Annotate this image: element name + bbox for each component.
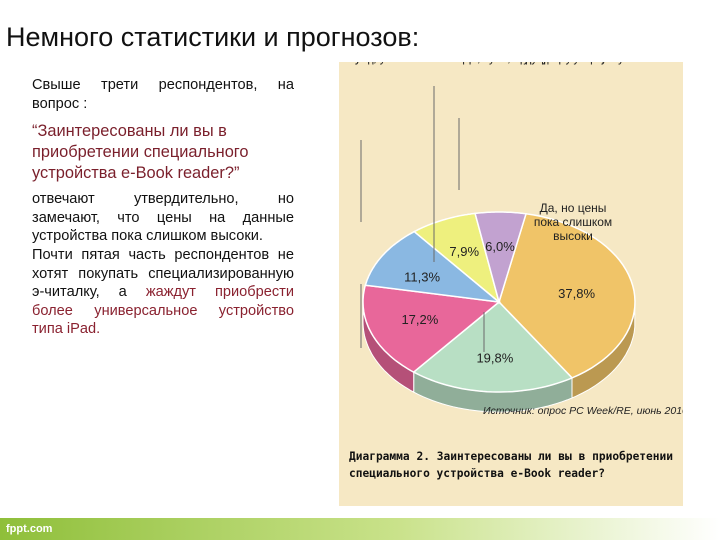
paragraph-2-start: Почти пятая часть респондентов не хотят … <box>32 246 294 301</box>
callout-top-right-line-0: Да, я планирую такую покупку <box>463 62 624 65</box>
callout-top-left-line-2: такое <box>355 62 385 65</box>
slice-value-label-1: 19,8% <box>476 351 513 366</box>
body-text: Свыше трети респондентов, на вопрос : “З… <box>32 76 294 339</box>
chart-source: Источник: опрос PC Week/RE, июнь 2010 г. <box>483 405 683 417</box>
callout-inner-line-1: пока слишком <box>534 215 612 229</box>
pie-slice-5 <box>474 211 527 305</box>
pie-slice-4 <box>412 212 501 305</box>
paragraph-2-highlight: жаждут приобрести более универсальное ус… <box>32 284 294 338</box>
callout-top-left-line-1: уже есть <box>355 62 402 65</box>
callout-top-right-line-1: в ближайшее время <box>463 62 570 65</box>
callout-top-mid-line-1: но я хотел бы купить новое <box>442 62 588 65</box>
callout-bottom-left-line-0: Нет, книги читаю <box>355 62 444 65</box>
chart-caption: Диаграмма 2. Заинтересованы ли вы в прио… <box>349 450 673 480</box>
slice-value-label-4: 7,9% <box>449 244 479 259</box>
callout-bottom-left-line-2: варианте <box>355 62 404 65</box>
callout-bottom-left-line-1: в печатном <box>355 62 415 65</box>
chart-panel: 37,8%19,8%17,2%11,3%7,9%6,0%Нет, у меняу… <box>339 62 683 506</box>
survey-question: “Заинтересованы ли вы в приобретении спе… <box>32 122 249 183</box>
slide-title: Немного статистики и прогнозов: <box>6 22 420 52</box>
slice-value-label-5: 6,0% <box>485 239 515 254</box>
paragraph-1: отвечают утвердительно, но замечают, что… <box>32 191 294 245</box>
callout-bottom-right-line-0: Нет, я предпочел бы более <box>489 62 633 65</box>
callout-inner-line-0: Да, но цены <box>540 201 607 215</box>
slice-value-label-2: 17,2% <box>401 312 438 327</box>
callout-bottom-right-line-1: универсальное устройство <box>489 62 633 65</box>
slice-value-label-0: 37,8% <box>558 286 595 301</box>
pie-chart: 37,8%19,8%17,2%11,3%7,9%6,0%Нет, у меняу… <box>355 62 683 417</box>
callout-bottom-right-line-2: типа iPad <box>489 62 540 65</box>
callout-top-mid-line-0: У меня есть такое устройство, <box>442 62 604 65</box>
pie-slice-2 <box>362 284 501 373</box>
pie-slice-3 <box>364 230 502 304</box>
paragraph-2: Почти пятая часть респондентов не хотят … <box>32 246 294 339</box>
callout-top-left-line-3: устройство <box>355 62 414 65</box>
slice-value-label-3: 11,3% <box>404 269 440 284</box>
footer-bar <box>0 518 720 540</box>
intro-text: Свыше трети респондентов, на вопрос : <box>32 77 294 112</box>
callout-top-left-line-0: Нет, у меня <box>355 62 416 65</box>
pie-slice-1 <box>412 300 574 393</box>
footer-logo: fppt.com <box>6 523 53 535</box>
callout-inner-line-2: высоки <box>553 229 593 243</box>
